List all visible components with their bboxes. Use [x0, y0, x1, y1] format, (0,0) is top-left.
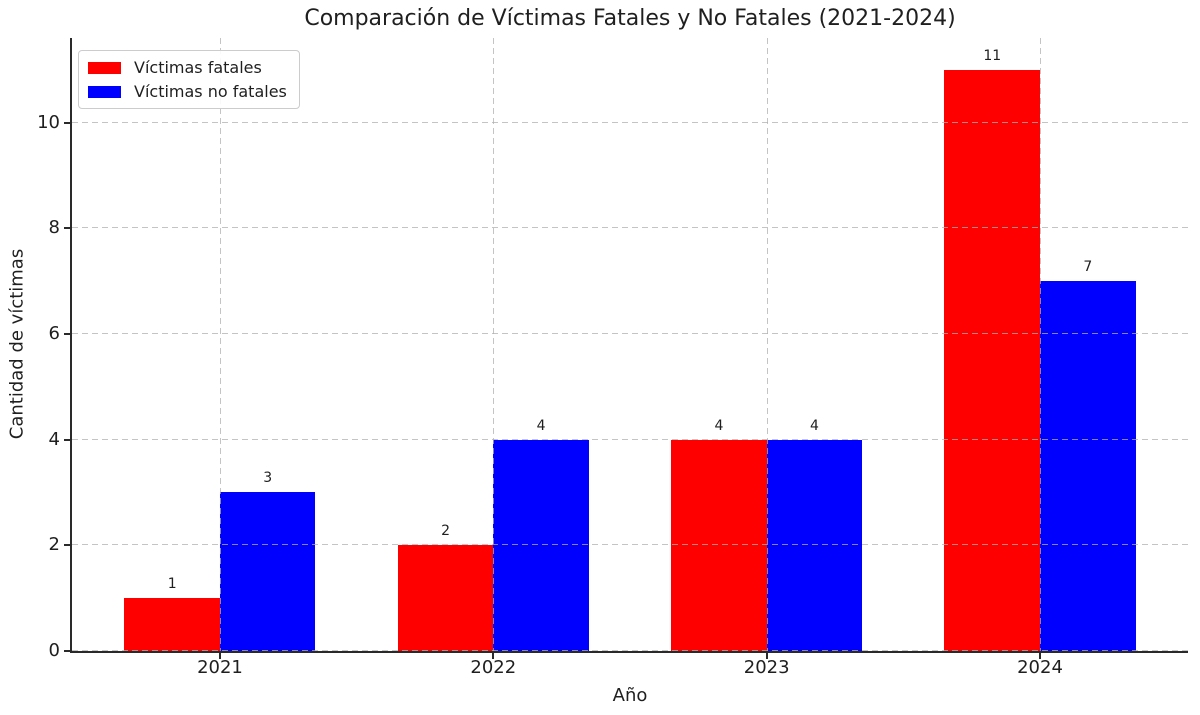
- bar-2022-fatales: [397, 545, 494, 651]
- plot-area: 1 2 4 11 3 4 4 7: [72, 38, 1188, 651]
- bar-value-label: 1: [167, 576, 177, 593]
- bar-value-label: 7: [1083, 259, 1093, 276]
- y-tick-mark: [64, 332, 70, 335]
- chart-legend: Víctimas fatales Víctimas no fatales: [78, 50, 300, 109]
- x-tick-mark: [218, 653, 221, 659]
- bar-2023-no-fatales: [766, 439, 863, 651]
- legend-label: Víctimas fatales: [134, 58, 262, 77]
- legend-color-swatch: [88, 61, 121, 74]
- y-tick-label: 8: [48, 217, 60, 239]
- x-axis-label: Año: [612, 685, 648, 706]
- x-tick-label: 2023: [743, 657, 790, 678]
- x-tick-mark: [1039, 653, 1042, 659]
- y-tick-mark: [64, 121, 70, 124]
- bar-value-label: 3: [263, 470, 273, 487]
- y-tick-mark: [64, 650, 70, 652]
- left-spine: [70, 38, 72, 653]
- bar-2022-no-fatales: [493, 439, 589, 651]
- chart-title: Comparación de Víctimas Fatales y No Fat…: [304, 6, 956, 31]
- gridline-vertical: [493, 38, 495, 651]
- x-tick-label: 2024: [1017, 657, 1063, 678]
- gridline-horizontal: [72, 438, 1188, 440]
- y-tick-label: 4: [48, 428, 60, 450]
- gridline-horizontal: [72, 332, 1188, 334]
- bar-2024-no-fatales: [1040, 281, 1136, 651]
- gridline-horizontal: [72, 650, 1188, 651]
- x-tick-mark: [765, 653, 768, 659]
- gridline-horizontal: [72, 227, 1188, 229]
- bottom-spine: [70, 651, 1188, 653]
- gridline-vertical: [766, 38, 768, 651]
- bar-value-label: 4: [536, 417, 546, 434]
- y-tick-label: 0: [48, 640, 60, 661]
- y-tick-mark: [64, 544, 70, 547]
- bar-value-label: 2: [441, 523, 451, 540]
- gridline-horizontal: [72, 121, 1188, 123]
- y-tick-label: 2: [48, 534, 60, 556]
- bar-2023-fatales: [671, 439, 767, 651]
- y-tick-label: 6: [48, 322, 60, 344]
- gridline-horizontal: [72, 544, 1188, 546]
- x-tick-mark: [492, 653, 495, 659]
- bar-value-label: 4: [714, 417, 724, 434]
- gridline-vertical: [1040, 38, 1042, 651]
- bar-2021-fatales: [124, 598, 220, 651]
- x-tick-label: 2022: [470, 657, 517, 678]
- bar-2021-no-fatales: [219, 492, 316, 651]
- y-tick-mark: [64, 438, 70, 441]
- gridline-vertical: [219, 38, 221, 651]
- x-tick-label: 2021: [197, 657, 243, 678]
- y-tick-label: 10: [37, 111, 60, 133]
- bar-value-label: 11: [983, 47, 1002, 64]
- legend-item: Víctimas fatales: [88, 58, 287, 77]
- legend-item: Víctimas no fatales: [88, 82, 287, 101]
- bar-value-label: 4: [809, 417, 819, 434]
- legend-color-swatch: [88, 85, 121, 98]
- legend-label: Víctimas no fatales: [134, 82, 287, 101]
- bar-2024-fatales: [944, 69, 1040, 651]
- y-tick-mark: [64, 227, 70, 230]
